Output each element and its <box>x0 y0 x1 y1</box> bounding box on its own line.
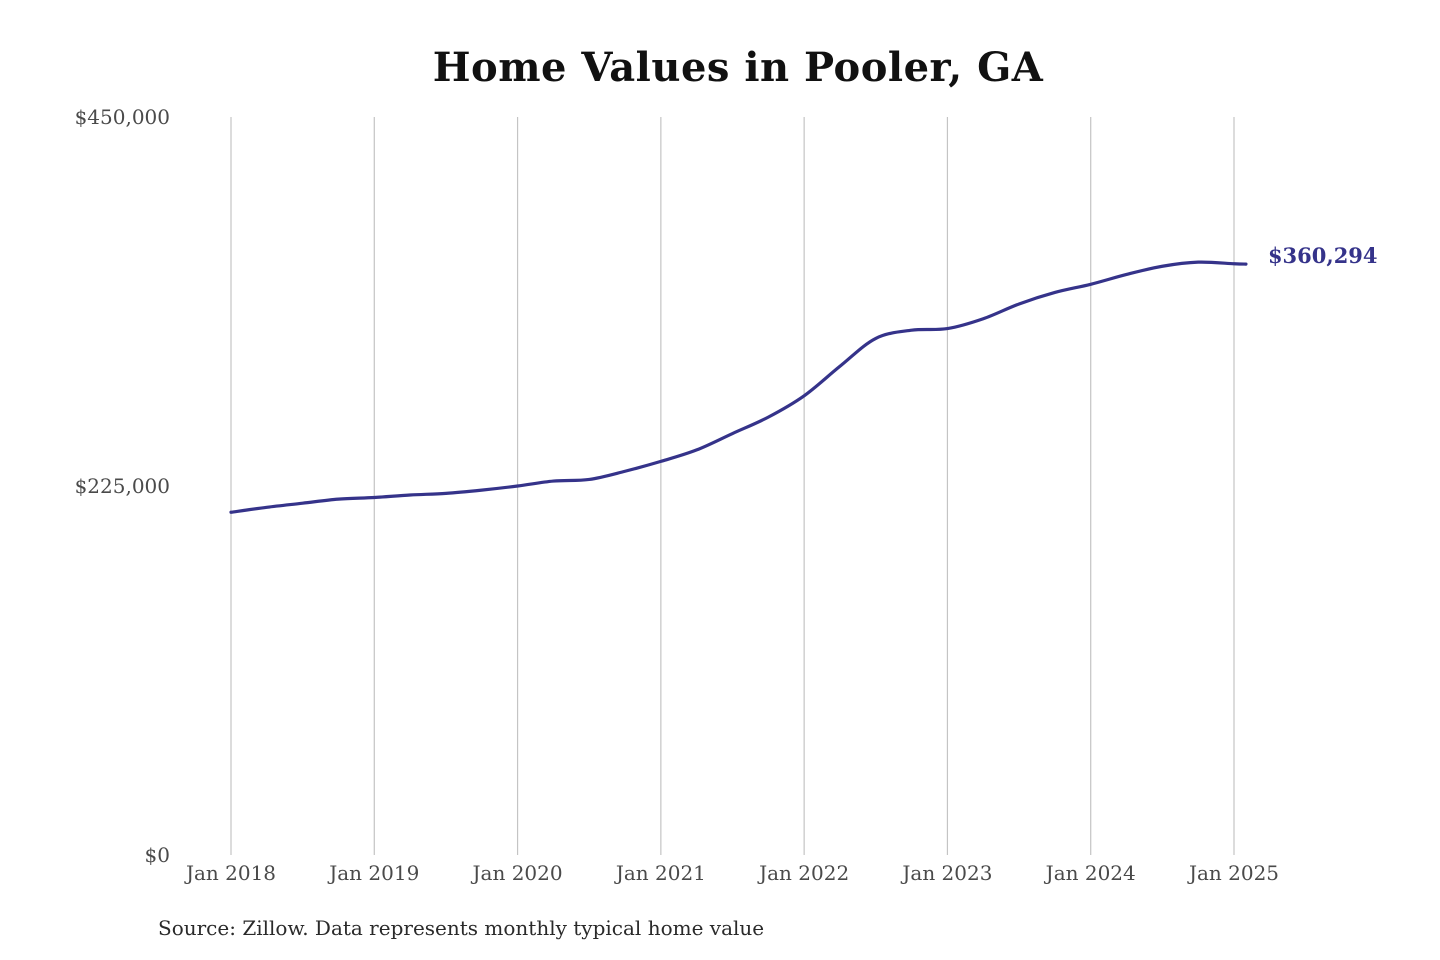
y-tick-label: $450,000 <box>75 105 170 129</box>
series-end-label: $360,294 <box>1268 243 1378 268</box>
x-tick-label: Jan 2024 <box>1044 861 1136 885</box>
source-note: Source: Zillow. Data represents monthly … <box>158 916 765 940</box>
x-tick-label: Jan 2021 <box>614 861 706 885</box>
y-tick-label: $225,000 <box>75 474 170 498</box>
x-axis-tick-labels: Jan 2018 Jan 2019 Jan 2020 Jan 2021 Jan 2022… <box>184 861 1279 885</box>
y-tick-label: $0 <box>145 843 170 867</box>
series-layer: $360,294 <box>229 243 1378 514</box>
gridlines <box>230 117 1235 855</box>
x-tick-label: Jan 2022 <box>757 861 849 885</box>
x-tick-label: Jan 2023 <box>900 861 992 885</box>
x-tick-label: Jan 2020 <box>471 861 563 885</box>
y-axis-tick-labels: $0 $225,000 $450,000 <box>75 105 170 867</box>
x-tick-label: Jan 2025 <box>1187 861 1279 885</box>
chart-title: Home Values in Pooler, GA <box>432 44 1044 91</box>
x-tick-label: Jan 2018 <box>184 861 276 885</box>
series-line <box>229 260 1248 514</box>
x-tick-label: Jan 2019 <box>327 861 419 885</box>
